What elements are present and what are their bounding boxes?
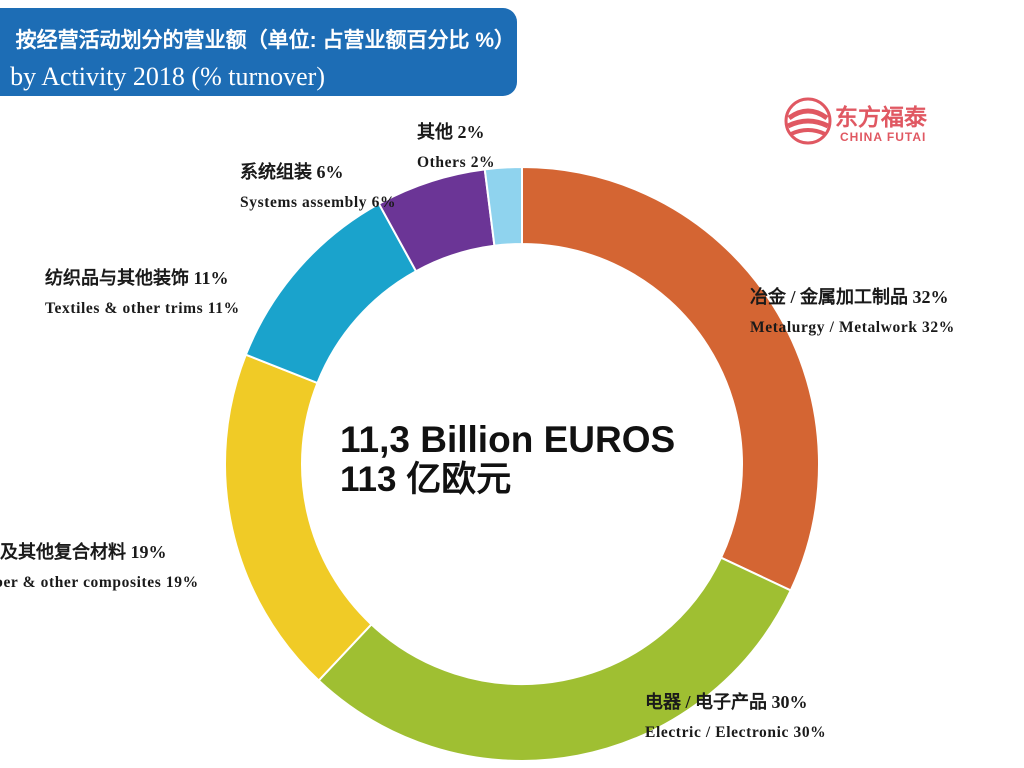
donut-slice-textiles [244, 202, 418, 385]
label-rubber-zh: 橡胶及其他复合材料 19% [0, 542, 167, 562]
label-electric-zh: 电器 / 电子产品 30% [645, 692, 808, 712]
center-total-en: 11,3 Billion EUROS [340, 419, 676, 460]
label-electric-en: Electric / Electronic 30% [645, 724, 827, 741]
center-total-zh: 113 亿欧元 [340, 460, 512, 499]
logo-name-en: CHINA FUTAI [840, 130, 927, 144]
logo-name-zh: 东方福泰 [835, 104, 927, 130]
label-rubber: 橡胶及其他复合材料 19% Rubber & other composites … [0, 540, 199, 594]
label-systems-en: Systems assembly 6% [240, 194, 397, 211]
label-textiles-zh: 纺织品与其他装饰 11% [45, 268, 229, 288]
title-banner: 按经营活动划分的营业额（单位: 占营业额百分比 %） by Activity 2… [0, 8, 517, 96]
center-total: 11,3 Billion EUROS 113 亿欧元 [340, 420, 675, 500]
label-metalurgy-en: Metalurgy / Metalwork 32% [750, 319, 955, 336]
donut-slice-electric [317, 556, 793, 762]
label-others: 其他 2% Others 2% [417, 120, 495, 174]
label-systems: 系统组装 6% Systems assembly 6% [240, 160, 396, 214]
logo-mark-icon [784, 97, 832, 145]
donut-slice-metalurgy [521, 165, 820, 592]
label-rubber-en: Rubber & other composites 19% [0, 574, 199, 591]
label-textiles: 纺织品与其他装饰 11% Textiles & other trims 11% [45, 266, 240, 320]
donut-slice-rubber [224, 353, 373, 682]
label-electric: 电器 / 电子产品 30% Electric / Electronic 30% [645, 690, 826, 744]
label-others-zh: 其他 2% [417, 122, 485, 142]
label-textiles-en: Textiles & other trims 11% [45, 300, 240, 317]
label-metalurgy-zh: 冶金 / 金属加工制品 32% [750, 287, 949, 307]
chart-title-en: by Activity 2018 (% turnover) [10, 62, 325, 91]
donut-slice-others [483, 165, 523, 247]
label-systems-zh: 系统组装 6% [240, 162, 344, 182]
label-others-en: Others 2% [417, 154, 496, 171]
chart-title-zh: 按经营活动划分的营业额（单位: 占营业额百分比 %） [15, 29, 515, 52]
label-metalurgy: 冶金 / 金属加工制品 32% Metalurgy / Metalwork 32… [750, 285, 955, 339]
